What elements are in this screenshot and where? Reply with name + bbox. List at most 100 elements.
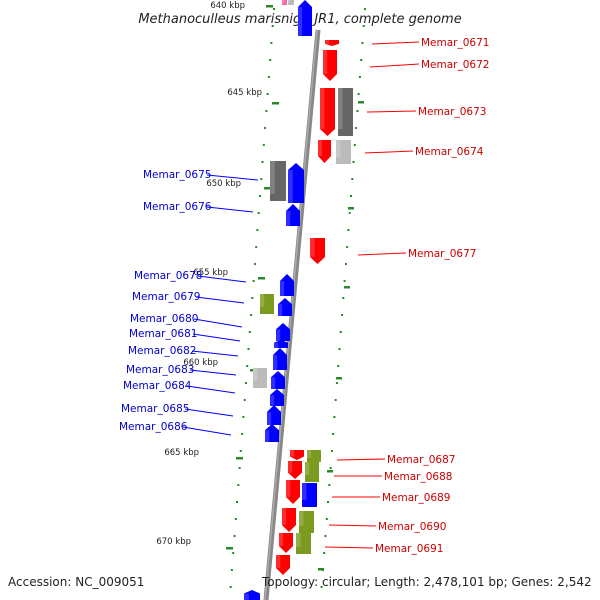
scale-dot [233, 535, 236, 537]
scale-dot [255, 246, 258, 248]
gene-features [244, 0, 353, 600]
topology-text: Topology: circular; Length: 2,478,101 bp… [261, 575, 592, 589]
gene-memar-0683[interactable] [271, 371, 285, 389]
scale-dot [259, 195, 261, 197]
scale-tick-label: 655 kbp [193, 268, 228, 278]
gene-label-reverse[interactable]: Memar_0679 [132, 291, 200, 303]
scale-dot [350, 195, 352, 197]
gene-label-reverse[interactable]: Memar_0685 [121, 403, 189, 415]
scale-dot [355, 127, 358, 129]
scale-dot [252, 280, 255, 282]
gene-feature-gray[interactable] [270, 161, 286, 201]
gene-label-reverse[interactable]: Memar_0680 [130, 313, 198, 325]
gene-label-forward[interactable]: Memar_0688 [384, 471, 452, 483]
scale-dot [324, 535, 327, 537]
gene-feature-reverse[interactable] [244, 590, 260, 600]
gene-memar-0675[interactable] [288, 163, 304, 203]
gene-label-forward[interactable]: Memar_0671 [421, 37, 489, 49]
scale-dot [334, 399, 337, 401]
scale-dot [270, 42, 273, 44]
scale-tick-mark [344, 286, 350, 289]
gene-memar-0672[interactable] [323, 50, 337, 81]
gene-memar-0678[interactable] [280, 274, 294, 296]
gene-label-forward[interactable]: Memar_0689 [382, 492, 450, 504]
scale-dot [265, 110, 268, 112]
gene-feature-olive[interactable] [296, 533, 311, 554]
label-leader-line [366, 110, 417, 113]
label-leader-line [182, 426, 232, 436]
scale-dot [247, 348, 250, 350]
gene-feature-olive[interactable] [305, 462, 319, 482]
accession-text: Accession: NC_009051 [8, 575, 144, 589]
gene-label-forward[interactable]: Memar_0672 [421, 59, 489, 71]
gene-memar-0674[interactable] [318, 140, 331, 163]
gene-label-forward[interactable]: Memar_0691 [375, 543, 443, 555]
gene-label-forward[interactable]: Memar_0674 [415, 146, 484, 158]
scale-dot [358, 76, 361, 78]
scale-dot [230, 569, 233, 571]
scale-dot [262, 144, 265, 146]
gene-label-forward[interactable]: Memar_0677 [408, 248, 476, 260]
gene-label-forward[interactable]: Memar_0690 [378, 521, 446, 533]
gene-memar-0685[interactable] [267, 405, 281, 425]
gene-feature-lightgray[interactable] [336, 140, 351, 164]
gene-label-reverse[interactable]: Memar_0681 [129, 328, 197, 340]
gene-feature-forward[interactable] [276, 555, 290, 575]
gene-feature[interactable] [282, 0, 287, 5]
scale-dot [351, 178, 354, 180]
gene-memar-0679[interactable] [278, 298, 292, 316]
label-leader-line [369, 63, 420, 68]
gene-memar-0684[interactable] [270, 389, 284, 406]
gene-memar-0686[interactable] [265, 424, 279, 442]
gene-memar-0673[interactable] [320, 88, 335, 136]
gene-feature-reverse[interactable] [298, 0, 312, 36]
scale-dot [266, 93, 269, 95]
scale-dot [243, 399, 246, 401]
gene-feature[interactable] [288, 0, 294, 5]
scale-dot [246, 365, 249, 367]
label-leader-line [357, 252, 407, 256]
scale-dot [229, 586, 232, 588]
gene-feature-lightgray[interactable] [253, 368, 267, 388]
scale-dot [325, 518, 328, 520]
gene-feature-olive[interactable] [260, 294, 274, 314]
scale-tick-mark [318, 568, 324, 571]
gene-memar-0690[interactable] [282, 508, 296, 532]
scale-dot [232, 552, 235, 554]
gene-label-reverse[interactable]: Memar_0678 [134, 270, 202, 282]
gene-label-forward[interactable]: Memar_0673 [418, 106, 486, 118]
gene-feature-olive[interactable] [299, 511, 314, 533]
gene-label-reverse[interactable]: Memar_0675 [143, 169, 211, 181]
scale-tick-label: 650 kbp [206, 179, 241, 189]
gene-memar-0691[interactable] [279, 533, 293, 553]
gene-memar-0677[interactable] [310, 238, 325, 264]
scale-tick-label: 665 kbp [164, 448, 199, 458]
gene-label-reverse[interactable]: Memar_0683 [126, 364, 194, 376]
scale-tick-mark [272, 102, 279, 105]
gene-label-reverse[interactable]: Memar_0682 [128, 345, 196, 357]
scale-dot [320, 586, 323, 588]
gene-label-reverse[interactable]: Memar_0684 [123, 380, 192, 392]
gene-feature-olive[interactable] [307, 450, 321, 462]
scale-dot [271, 25, 274, 27]
gene-memar-0671[interactable] [325, 40, 339, 46]
scale-dot [253, 263, 256, 265]
scale-tick-mark [264, 187, 271, 190]
gene-memar-0680[interactable] [276, 323, 290, 341]
scale-dot [269, 59, 272, 61]
gene-feature-gray[interactable] [338, 88, 353, 136]
label-leader-line [195, 296, 245, 304]
gene-feature-blue[interactable] [302, 483, 317, 507]
scale-dot [248, 331, 251, 333]
gene-memar-0676[interactable] [286, 204, 300, 226]
gene-memar-0681[interactable] [274, 340, 288, 348]
scale-dot [353, 144, 356, 146]
gene-memar-0688[interactable] [288, 461, 302, 479]
gene-label-reverse[interactable]: Memar_0686 [119, 421, 188, 433]
gene-memar-0687[interactable] [290, 450, 304, 460]
gene-label-reverse[interactable]: Memar_0676 [143, 201, 212, 213]
scale-dot [327, 501, 329, 503]
gene-memar-0689[interactable] [286, 480, 300, 504]
gene-label-forward[interactable]: Memar_0687 [387, 454, 455, 466]
gene-memar-0682[interactable] [273, 348, 287, 370]
